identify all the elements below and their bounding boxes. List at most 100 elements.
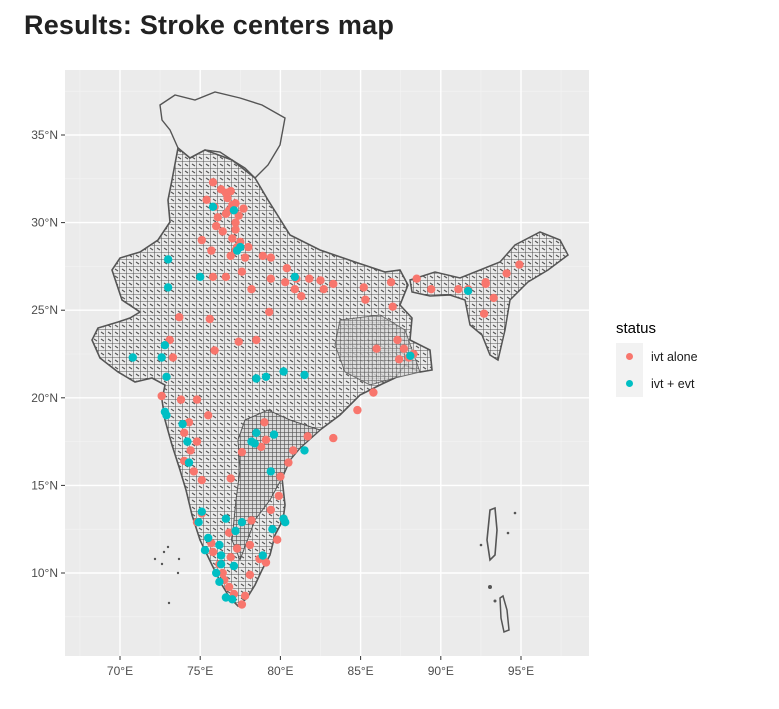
ivt-alone-point — [247, 516, 256, 525]
ivt-evt-point — [261, 372, 271, 381]
ivt-alone-point — [361, 295, 370, 304]
x-tick-label: 95°E — [508, 664, 534, 678]
ivt-alone-point — [305, 274, 314, 283]
ivt-alone-point — [212, 221, 221, 231]
ivt-evt-point — [200, 546, 210, 555]
ivt-evt-point — [204, 533, 213, 543]
ivt-alone-point — [210, 346, 219, 355]
ivt-alone-point — [261, 435, 271, 444]
ivt-alone-point — [221, 272, 231, 282]
ivt-alone-point — [297, 292, 306, 301]
ivt-alone-point — [168, 353, 178, 362]
ivt-evt-point — [252, 428, 261, 437]
ivt-evt-point — [250, 439, 259, 448]
ivt-alone-point — [454, 285, 463, 294]
ivt-alone-point — [180, 428, 189, 437]
lakshadweep-dot — [176, 571, 180, 575]
x-tick-label: 90°E — [428, 664, 454, 678]
ivt-evt-point — [184, 458, 194, 467]
ivt-alone-point — [502, 269, 511, 278]
ivt-evt-point — [163, 283, 173, 292]
ivt-alone-point — [245, 540, 255, 550]
ivt-alone-point — [223, 193, 232, 203]
ivt-alone-point — [218, 568, 227, 578]
ivt-alone-point — [276, 472, 285, 481]
ivt-evt-point — [281, 518, 290, 527]
ivt-alone-point — [412, 274, 421, 283]
ivt-alone-point — [224, 528, 234, 537]
ivt-evt-point — [215, 577, 224, 586]
ivt-alone-point — [266, 253, 275, 262]
ivt-evt-point — [300, 370, 309, 380]
ivt-alone-point — [226, 553, 235, 562]
ivt-evt-point — [162, 411, 171, 420]
ivt-alone-point — [197, 235, 206, 245]
ivt-evt-point — [183, 437, 192, 446]
ivt-alone-point — [265, 307, 274, 317]
ivt-alone-point — [359, 283, 368, 292]
lakshadweep-dot — [166, 545, 170, 549]
ivt-alone-point — [247, 285, 256, 294]
ivt-alone-point — [386, 278, 396, 287]
ivt-alone-point — [234, 337, 243, 346]
ivt-evt-point — [279, 367, 288, 376]
x-tick-label: 80°E — [267, 664, 293, 678]
nicobar-islands — [499, 594, 510, 634]
lakshadweep-dot — [160, 562, 164, 566]
ivt-evt-point — [269, 430, 279, 439]
ivt-alone-point — [274, 491, 283, 501]
ivt-alone-point — [175, 313, 184, 322]
ivt-alone-point — [208, 272, 218, 282]
ivt-alone-point — [258, 251, 267, 261]
legend-item-ivt-alone: ivt alone — [616, 343, 698, 370]
ivt-alone-point — [289, 446, 298, 455]
ivt-evt-point — [157, 353, 166, 362]
y-tick-label: 10°N — [31, 566, 58, 580]
ivt-alone-point — [427, 285, 436, 294]
x-tick-label: 85°E — [348, 664, 374, 678]
ivt-evt-dot-icon — [626, 380, 633, 387]
ivt-alone-point — [221, 209, 231, 218]
ivt-alone-point — [481, 279, 490, 289]
ivt-evt-point — [197, 507, 206, 516]
ivt-alone-point — [213, 213, 222, 222]
ivt-alone-point — [266, 274, 275, 283]
ivt-alone-point — [189, 467, 198, 476]
ivt-alone-point — [393, 335, 402, 345]
ivt-alone-point — [240, 253, 250, 262]
ivt-alone-dot-icon — [626, 353, 633, 360]
ivt-alone-point — [157, 391, 166, 401]
y-tick-label: 15°N — [31, 478, 58, 492]
ivt-evt-point — [258, 551, 267, 560]
ivt-evt-point — [237, 518, 247, 527]
andaman-islands — [486, 506, 498, 562]
ivt-alone-point — [245, 570, 255, 579]
ivt-alone-point — [205, 314, 214, 324]
ivt-alone-point — [226, 474, 235, 483]
ivt-evt-point — [178, 419, 187, 429]
ivt-evt-point — [196, 272, 205, 282]
ivt-alone-point — [399, 344, 409, 353]
lakshadweep-dot — [162, 550, 166, 554]
ivt-alone-point — [284, 458, 293, 467]
ivt-evt-point — [162, 372, 171, 381]
ivt-evt-point — [163, 255, 173, 264]
lakshadweep-dot — [177, 557, 181, 561]
ivt-alone-point — [394, 355, 404, 364]
ivt-alone-point — [226, 251, 235, 261]
ivt-alone-point — [228, 234, 237, 243]
ivt-evt-point — [160, 341, 170, 350]
x-tick-label: 75°E — [187, 664, 213, 678]
ivt-evt-point — [221, 593, 231, 602]
ivt-alone-point — [224, 582, 234, 592]
lakshadweep-dot — [167, 601, 171, 605]
ivt-evt-point — [216, 551, 226, 560]
ivt-alone-point — [260, 418, 269, 427]
axes: 70°E 75°E 80°E 85°E 90°E 95°E 10°N 15°N 20°N 25°N… — [31, 128, 534, 678]
y-tick-label: 35°N — [31, 128, 58, 142]
ivt-alone-point — [261, 558, 271, 567]
legend-label: ivt + evt — [651, 376, 695, 391]
y-tick-label: 25°N — [31, 303, 58, 317]
ivt-alone-point — [231, 218, 240, 227]
ivt-alone-point — [252, 335, 261, 345]
